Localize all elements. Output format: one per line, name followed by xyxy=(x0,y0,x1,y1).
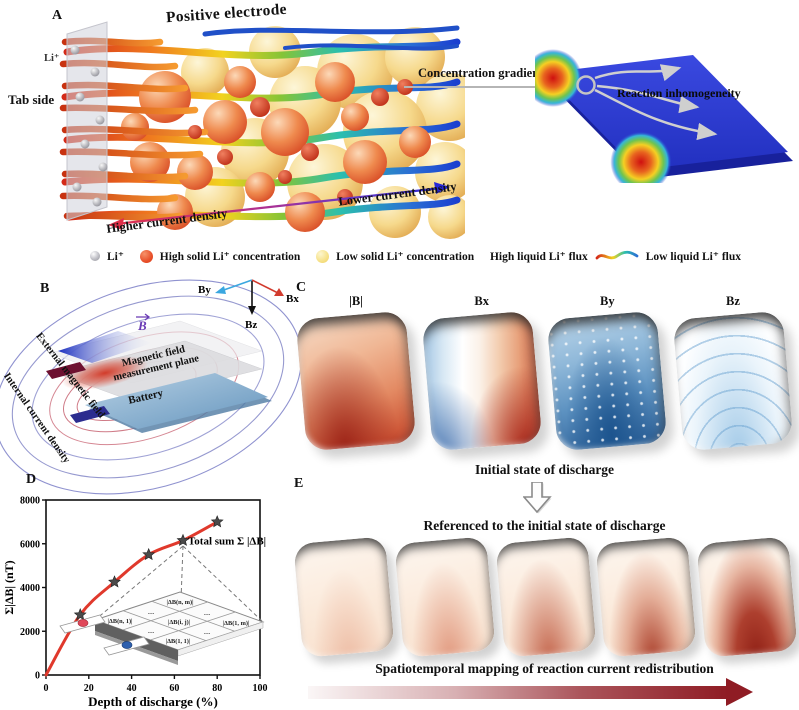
x-tick-label: 80 xyxy=(212,683,222,694)
field-map-by: By xyxy=(546,294,668,452)
dod-map-2 xyxy=(393,536,496,658)
panel-b-label: B xyxy=(40,281,50,296)
field-axis-triad: By Bx Bz xyxy=(198,279,299,331)
reaction-inhomogeneity-heatmap xyxy=(535,48,793,183)
electrode-particles-mid xyxy=(121,62,431,232)
dod-map-1 xyxy=(293,536,395,658)
concentration-gradient-label: Concentration gradient xyxy=(418,66,544,80)
hotspot-top-left xyxy=(535,48,587,112)
panel-d: D 0 2000 4000 6000 8000 0 20 40 60 80 100 Σ|ΔB| (nT… xyxy=(0,470,290,710)
y-tick-label: 6000 xyxy=(20,539,40,550)
star-marker xyxy=(176,533,190,546)
plot-frame xyxy=(45,499,261,676)
dod-map-3 xyxy=(494,536,597,658)
legend-item-li: Li⁺ xyxy=(90,249,124,263)
time-gradient-arrow xyxy=(308,686,728,699)
field-map-bx: Bx xyxy=(421,294,543,452)
battery-map-b-abs xyxy=(295,310,417,452)
legend-item-high-solid: High solid Li⁺ concentration xyxy=(139,249,301,263)
battery-map-bz xyxy=(672,310,794,452)
map-label: |B| xyxy=(349,294,363,308)
internal-current-wedge xyxy=(46,362,86,379)
x-tick-label: 40 xyxy=(127,683,137,694)
x-tick-label: 0 xyxy=(44,683,49,694)
legend-high-solid-label: High solid Li⁺ concentration xyxy=(159,251,301,263)
referenced-caption: Referenced to the initial state of disch… xyxy=(423,518,666,533)
panel-e: E Referenced to the initial state of dis… xyxy=(290,470,799,710)
x-axis-label: Depth of discharge (%) xyxy=(88,694,218,709)
dod-map-5 xyxy=(696,536,798,658)
map-label: By xyxy=(600,294,615,308)
field-map-row: |B| Bx By Bz xyxy=(295,294,794,452)
y-tick-label: 4000 xyxy=(20,583,40,594)
li-sphere-icon xyxy=(90,251,100,261)
measured-field-blob xyxy=(62,356,148,390)
tab-side-label: Tab side xyxy=(8,92,55,107)
panel-a-label: A xyxy=(52,8,63,23)
initial-state-caption: Initial state of discharge xyxy=(474,462,615,477)
y-tick-label: 2000 xyxy=(20,627,40,638)
arrowhead-left xyxy=(108,218,124,230)
panel-e-label: E xyxy=(294,476,304,491)
field-map-bz: Bz xyxy=(672,294,794,452)
legend-item-low-solid: Low solid Li⁺ concentration xyxy=(316,249,474,263)
li-ion-label: Li⁺ xyxy=(44,53,60,64)
panel-b: B xyxy=(0,275,302,495)
dod-map-row xyxy=(293,536,798,658)
axis-bx-label: Bx xyxy=(286,293,299,305)
time-gradient-arrowhead xyxy=(726,678,753,706)
current-density-gradient-arrow xyxy=(108,182,450,230)
legend-low-flux-label: Low liquid Li⁺ flux xyxy=(645,251,741,263)
panel-c-label: C xyxy=(296,280,307,295)
tab-plate xyxy=(66,21,108,221)
legend-item-flux: High liquid Li⁺ flux Low liquid Li⁺ flux xyxy=(490,249,741,263)
axis-by-label: By xyxy=(198,284,211,296)
magnetic-field-schematic: B By Bx Bz xyxy=(0,279,302,495)
low-flux-streamlines xyxy=(202,25,460,51)
dod-sum-chart: 0 2000 4000 6000 8000 0 20 40 60 80 100 Σ|ΔB| (nT) D… xyxy=(2,496,268,710)
map-label: Bx xyxy=(474,294,489,308)
battery-map-by xyxy=(546,310,668,452)
spatiotemporal-caption: Spatiotemporal mapping of reaction curre… xyxy=(375,661,714,676)
legend-li-label: Li⁺ xyxy=(107,251,124,263)
legend-low-solid-label: Low solid Li⁺ concentration xyxy=(336,251,475,263)
arrowhead-right xyxy=(434,182,450,194)
axis-bz-label: Bz xyxy=(245,319,257,331)
hotspot-marker-circle xyxy=(576,75,596,95)
low-solid-dot-icon xyxy=(316,249,330,263)
y-axis-label: Σ|ΔB| (nT) xyxy=(2,560,16,614)
current-collector-wedge xyxy=(70,406,110,423)
panel-d-label: D xyxy=(26,472,37,487)
y-tick-label: 0 xyxy=(35,671,40,682)
dod-map-4 xyxy=(595,536,698,658)
y-tick-label: 8000 xyxy=(20,496,40,507)
panel-a-legend: Li⁺ High solid Li⁺ concentration Low sol… xyxy=(0,243,799,269)
reaction-inhomogeneity-label: Reaction inhomogeneity xyxy=(617,86,741,100)
battery-plane xyxy=(85,373,268,429)
panel-c: C |B| Bx By Bz Initial state of discharg… xyxy=(290,276,799,477)
concentration-gradient-connector xyxy=(404,86,576,88)
legend-high-flux-label: High liquid Li⁺ flux xyxy=(489,251,588,263)
battery-map-bx xyxy=(421,310,543,452)
down-arrow-icon xyxy=(523,482,552,514)
total-sum-annotation: Total sum Σ |ΔB| xyxy=(188,535,266,547)
x-tick-label: 60 xyxy=(169,683,179,694)
high-solid-dot-icon xyxy=(139,249,153,263)
electrode-3d-illustration xyxy=(59,21,465,239)
x-tick-label: 100 xyxy=(253,683,268,694)
star-marker xyxy=(210,515,224,528)
map-label: Bz xyxy=(726,294,740,308)
field-map-b-abs: |B| xyxy=(295,294,417,452)
flux-wave-icon xyxy=(595,250,639,260)
x-tick-label: 20 xyxy=(84,683,94,694)
b-vector-arrow xyxy=(136,313,151,321)
flow-arrows xyxy=(594,64,718,141)
hotspot-bottom-left xyxy=(605,126,677,183)
electrode-particles-small xyxy=(188,79,413,205)
b-vector-label: B xyxy=(137,318,147,333)
external-field-wedge xyxy=(58,331,152,363)
heatmap-front-layer xyxy=(543,55,788,170)
